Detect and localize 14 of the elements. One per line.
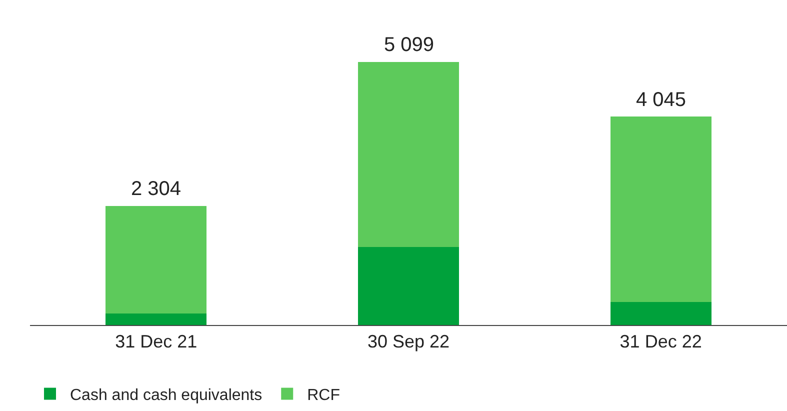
annotation: 4 045 xyxy=(636,89,686,111)
annotation: 5 099 xyxy=(384,34,434,56)
legend-label: RCF xyxy=(307,386,340,404)
bar xyxy=(358,247,459,325)
bar xyxy=(106,313,207,325)
bar xyxy=(610,302,712,325)
x-tick-label: 31 Dec 21 xyxy=(115,332,198,352)
bar xyxy=(358,62,459,248)
bar xyxy=(610,116,712,302)
annotation: 2 304 xyxy=(131,178,182,200)
legend-label: Cash and cash equivalents xyxy=(70,386,262,404)
bar xyxy=(106,206,207,314)
x-tick-label: 30 Sep 22 xyxy=(367,332,450,352)
x-tick-label: 31 Dec 22 xyxy=(620,332,702,352)
